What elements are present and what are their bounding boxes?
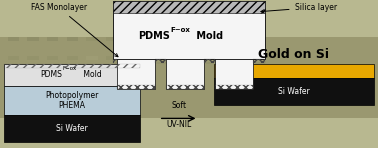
Bar: [4, 86, 140, 115]
Text: PDMS: PDMS: [40, 70, 62, 79]
Bar: [117, 85, 155, 89]
Text: Gold on Si: Gold on Si: [259, 48, 329, 61]
Bar: [113, 1, 265, 13]
Text: Mold: Mold: [81, 70, 102, 79]
Bar: [8, 37, 19, 41]
Bar: [166, 85, 204, 89]
Bar: [27, 56, 39, 60]
Bar: [106, 74, 117, 78]
Bar: [47, 111, 58, 115]
Bar: [215, 59, 253, 89]
Bar: [8, 74, 19, 78]
Bar: [67, 111, 78, 115]
Bar: [166, 59, 204, 89]
Bar: [4, 115, 140, 142]
Bar: [27, 92, 39, 97]
Bar: [86, 74, 98, 78]
Text: Si Wafer: Si Wafer: [56, 124, 88, 133]
Bar: [8, 56, 19, 60]
Bar: [4, 64, 140, 68]
Text: Photopolymer
PHEMA: Photopolymer PHEMA: [45, 91, 99, 110]
Bar: [253, 59, 265, 63]
Bar: [47, 37, 58, 41]
Bar: [67, 92, 78, 97]
Text: Soft: Soft: [171, 100, 186, 110]
Text: F−ox: F−ox: [170, 27, 190, 33]
Bar: [204, 59, 215, 63]
Bar: [27, 74, 39, 78]
Bar: [86, 111, 98, 115]
Bar: [155, 59, 166, 63]
Bar: [86, 56, 98, 60]
Bar: [106, 92, 117, 97]
Bar: [4, 64, 140, 86]
Text: Silica layer: Silica layer: [261, 3, 337, 13]
Bar: [106, 56, 117, 60]
Text: FAS Monolayer: FAS Monolayer: [31, 3, 118, 57]
Bar: [47, 74, 58, 78]
Bar: [67, 74, 78, 78]
Bar: [214, 64, 374, 78]
Bar: [47, 56, 58, 60]
Bar: [86, 37, 98, 41]
Bar: [0, 37, 378, 118]
Bar: [113, 59, 117, 63]
Text: Mold: Mold: [193, 30, 223, 41]
Bar: [67, 37, 78, 41]
Bar: [8, 111, 19, 115]
Bar: [27, 111, 39, 115]
Bar: [67, 56, 78, 60]
Text: F−ox: F−ox: [62, 66, 77, 71]
Bar: [47, 92, 58, 97]
Bar: [113, 1, 265, 59]
Bar: [215, 85, 253, 89]
Bar: [27, 37, 39, 41]
Bar: [86, 92, 98, 97]
Bar: [8, 92, 19, 97]
Bar: [106, 111, 117, 115]
Bar: [117, 59, 155, 89]
Bar: [106, 37, 117, 41]
Text: UV-NIL: UV-NIL: [166, 120, 191, 129]
Text: PDMS: PDMS: [138, 30, 170, 41]
Bar: [214, 78, 374, 105]
Text: Si Wafer: Si Wafer: [278, 87, 310, 96]
